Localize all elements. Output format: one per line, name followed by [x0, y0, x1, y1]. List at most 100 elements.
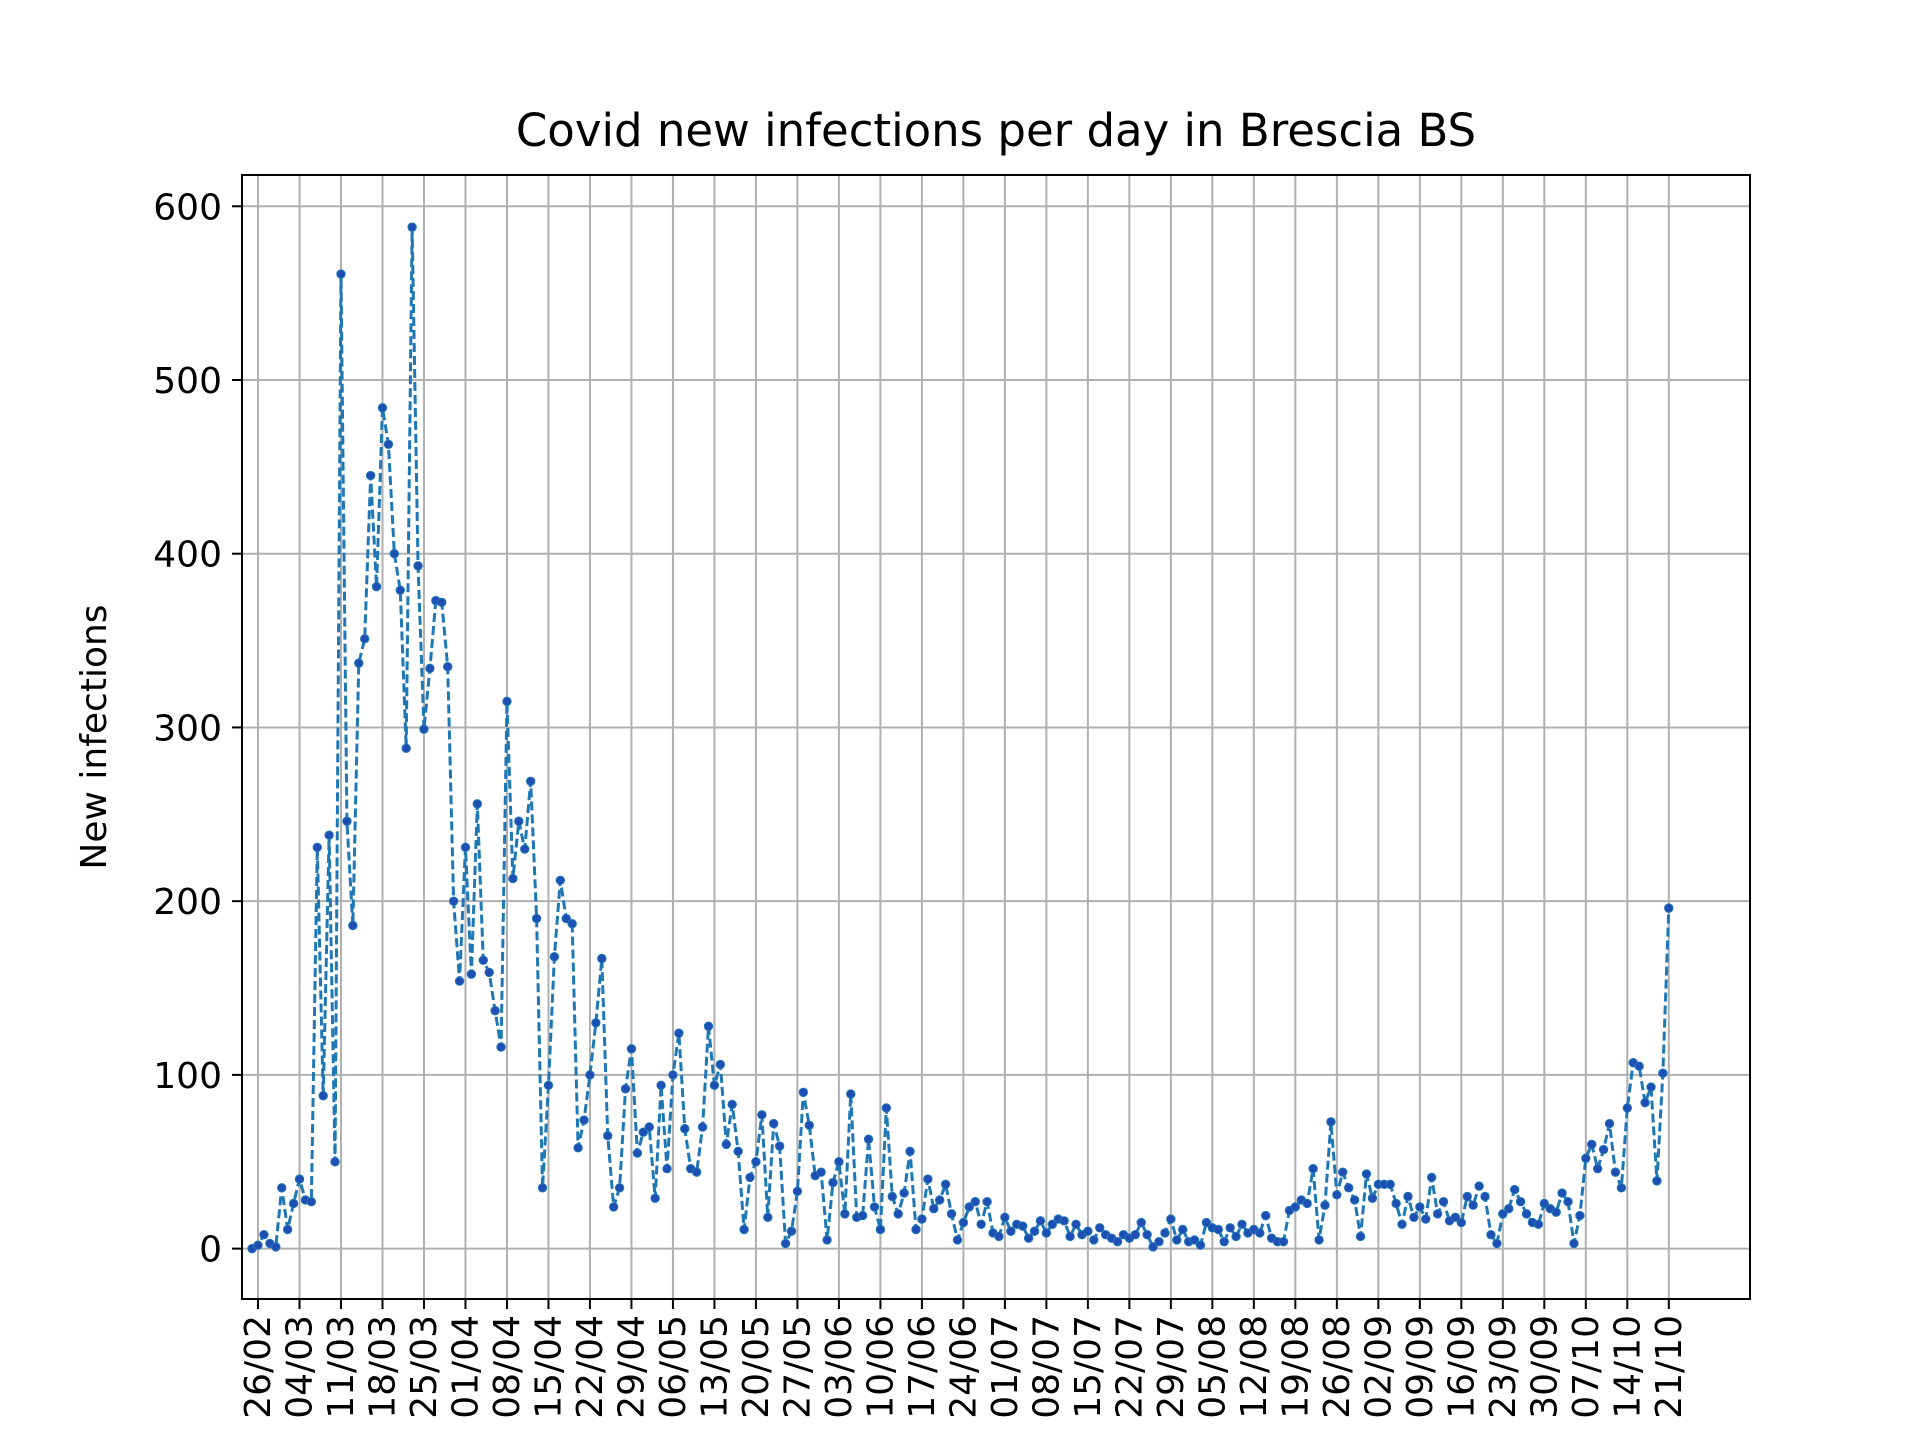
data-point: [1391, 1198, 1401, 1209]
data-point: [1432, 1209, 1443, 1219]
data-point: [1237, 1219, 1247, 1229]
data-point: [650, 1193, 660, 1203]
y-tick-label: 200: [153, 882, 222, 923]
x-tick-label: 20/05: [736, 1315, 777, 1419]
series-layer: [247, 222, 1674, 1254]
data-point: [1089, 1235, 1099, 1245]
x-tick-label: 07/10: [1566, 1315, 1607, 1419]
data-point: [591, 1018, 601, 1028]
data-point: [1403, 1191, 1413, 1202]
data-point: [940, 1179, 951, 1190]
data-point: [745, 1172, 755, 1183]
data-point: [1136, 1217, 1146, 1228]
data-point: [626, 1044, 637, 1054]
data-point: [294, 1174, 305, 1184]
data-point: [1474, 1181, 1484, 1191]
data-point: [259, 1230, 269, 1240]
data-point: [1634, 1061, 1644, 1071]
y-tick-label: 500: [153, 361, 222, 402]
data-point: [1006, 1226, 1016, 1236]
x-tick-label: 14/10: [1607, 1315, 1648, 1419]
data-point: [1332, 1190, 1342, 1200]
data-point: [585, 1070, 595, 1080]
data-point: [691, 1167, 702, 1177]
y-tick-label: 0: [199, 1230, 222, 1271]
data-point: [946, 1209, 957, 1219]
data-point: [982, 1197, 992, 1207]
data-point: [1201, 1217, 1212, 1228]
x-tick-label: 26/08: [1317, 1315, 1358, 1419]
data-point: [1213, 1224, 1223, 1235]
data-point: [970, 1197, 980, 1207]
data-point: [1083, 1226, 1093, 1236]
data-point: [1225, 1223, 1235, 1233]
data-point: [757, 1110, 767, 1120]
data-point: [354, 658, 364, 668]
y-tick-label: 100: [153, 1056, 222, 1097]
data-point: [1178, 1224, 1188, 1235]
data-point: [1326, 1117, 1336, 1127]
data-point: [1486, 1230, 1496, 1240]
data-point: [1492, 1238, 1502, 1249]
data-point: [857, 1210, 868, 1221]
data-point: [1616, 1183, 1627, 1193]
x-tick-label: 19/08: [1275, 1315, 1316, 1419]
data-point: [840, 1209, 850, 1219]
data-point: [1658, 1068, 1668, 1078]
data-point: [555, 875, 566, 886]
data-point: [514, 816, 524, 826]
data-point: [1415, 1202, 1425, 1212]
y-axis: 0 100 200 300 400 500 600: [153, 187, 242, 1271]
x-tick-label: 15/07: [1068, 1315, 1109, 1419]
data-point: [662, 1164, 672, 1174]
data-point: [531, 913, 542, 924]
data-point: [899, 1188, 909, 1198]
data-point: [318, 1091, 328, 1101]
data-point: [1095, 1223, 1105, 1233]
data-point: [1219, 1236, 1229, 1247]
data-point: [875, 1224, 886, 1235]
data-point: [348, 920, 358, 931]
data-point: [277, 1183, 287, 1193]
data-point: [1610, 1167, 1621, 1177]
data-point: [1397, 1219, 1407, 1229]
data-point: [674, 1028, 684, 1038]
x-tick-label: 04/03: [279, 1315, 320, 1419]
data-point: [632, 1148, 643, 1158]
data-point: [282, 1224, 293, 1235]
data-point: [1261, 1210, 1271, 1221]
data-point: [603, 1130, 613, 1141]
data-point: [454, 976, 465, 986]
data-point: [496, 1042, 506, 1052]
x-tick-label: 02/09: [1358, 1315, 1399, 1419]
y-tick-label: 400: [153, 535, 222, 576]
data-point: [1189, 1235, 1200, 1245]
data-point: [1000, 1212, 1010, 1223]
data-point: [389, 549, 400, 559]
data-point: [1409, 1212, 1419, 1223]
data-point: [638, 1127, 649, 1137]
data-point: [1468, 1200, 1478, 1210]
y-tick-label: 600: [153, 187, 222, 228]
data-point: [271, 1242, 281, 1252]
data-point: [881, 1103, 892, 1113]
data-point: [1148, 1242, 1158, 1252]
data-point: [413, 561, 423, 571]
data-point: [869, 1202, 880, 1212]
data-point: [1385, 1179, 1395, 1190]
data-point: [1426, 1172, 1437, 1183]
data-point: [1166, 1214, 1176, 1224]
data-point: [437, 597, 447, 608]
chart-title: Covid new infections per day in Brescia …: [516, 104, 1476, 157]
data-point: [952, 1235, 963, 1245]
data-point: [1195, 1240, 1206, 1250]
data-point: [929, 1203, 939, 1214]
data-point: [680, 1124, 690, 1134]
x-tick-label: 01/04: [445, 1315, 486, 1419]
data-point: [1533, 1219, 1544, 1229]
data-point: [1338, 1167, 1348, 1177]
y-axis-label: New infections: [74, 604, 115, 869]
data-point: [407, 222, 417, 232]
data-point: [1640, 1097, 1650, 1108]
data-point: [419, 724, 429, 734]
